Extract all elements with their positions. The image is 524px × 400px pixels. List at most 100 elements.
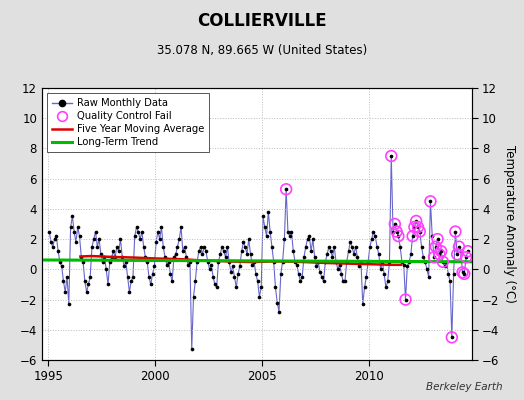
Point — [179, 248, 187, 254]
Point — [416, 228, 424, 235]
Point — [444, 271, 452, 277]
Point — [165, 258, 173, 265]
Point — [93, 244, 102, 250]
Point — [220, 248, 228, 254]
Point — [462, 254, 470, 260]
Point — [263, 233, 271, 239]
Point — [371, 233, 379, 239]
Point — [211, 281, 219, 288]
Point — [435, 251, 443, 258]
Point — [412, 218, 420, 224]
Point — [435, 251, 443, 258]
Point — [387, 153, 396, 159]
Point — [410, 224, 419, 230]
Point — [134, 228, 143, 235]
Point — [68, 213, 77, 220]
Point — [439, 258, 447, 265]
Point — [424, 274, 433, 280]
Point — [447, 334, 456, 340]
Point — [106, 258, 114, 265]
Point — [107, 254, 116, 260]
Point — [394, 233, 402, 239]
Point — [381, 284, 390, 291]
Point — [225, 258, 233, 265]
Point — [173, 244, 182, 250]
Point — [200, 244, 209, 250]
Point — [364, 258, 372, 265]
Point — [154, 228, 162, 235]
Point — [189, 293, 198, 300]
Point — [390, 221, 399, 227]
Point — [380, 271, 388, 277]
Point — [104, 281, 112, 288]
Point — [273, 299, 281, 306]
Point — [426, 198, 434, 204]
Point — [282, 186, 290, 192]
Point — [300, 254, 308, 260]
Point — [168, 278, 177, 285]
Point — [191, 278, 200, 285]
Point — [332, 258, 340, 265]
Point — [283, 228, 292, 235]
Point — [47, 239, 55, 245]
Point — [412, 218, 420, 224]
Y-axis label: Temperature Anomaly (°C): Temperature Anomaly (°C) — [503, 145, 516, 303]
Point — [203, 258, 212, 265]
Point — [432, 244, 440, 250]
Point — [335, 262, 344, 268]
Point — [188, 346, 196, 353]
Point — [268, 244, 276, 250]
Point — [252, 271, 260, 277]
Point — [97, 251, 105, 258]
Point — [129, 274, 137, 280]
Point — [328, 254, 336, 260]
Point — [250, 258, 258, 265]
Point — [303, 236, 312, 242]
Point — [266, 228, 274, 235]
Point — [378, 258, 387, 265]
Point — [451, 228, 460, 235]
Point — [280, 236, 289, 242]
Point — [312, 263, 321, 270]
Point — [56, 258, 64, 265]
Point — [141, 254, 150, 260]
Point — [450, 271, 458, 277]
Point — [460, 271, 468, 277]
Point — [343, 258, 351, 265]
Point — [195, 248, 203, 254]
Point — [198, 251, 206, 258]
Point — [138, 228, 146, 235]
Point — [446, 278, 454, 285]
Point — [162, 262, 171, 268]
Point — [417, 244, 425, 250]
Point — [319, 278, 328, 285]
Point — [278, 258, 287, 265]
Point — [464, 248, 472, 254]
Point — [362, 274, 370, 280]
Point — [118, 254, 126, 260]
Point — [145, 274, 153, 280]
Point — [59, 278, 68, 285]
Point — [309, 236, 317, 242]
Point — [75, 233, 84, 239]
Point — [259, 213, 267, 220]
Point — [385, 258, 394, 265]
Point — [433, 236, 442, 242]
Point — [460, 271, 468, 277]
Point — [337, 271, 345, 277]
Point — [408, 233, 417, 239]
Point — [45, 228, 53, 235]
Point — [243, 251, 251, 258]
Point — [269, 258, 278, 265]
Point — [49, 244, 57, 250]
Point — [143, 258, 151, 265]
Point — [289, 248, 298, 254]
Legend: Raw Monthly Data, Quality Control Fail, Five Year Moving Average, Long-Term Tren: Raw Monthly Data, Quality Control Fail, … — [47, 93, 209, 152]
Point — [352, 244, 360, 250]
Point — [414, 224, 422, 230]
Point — [161, 254, 169, 260]
Point — [447, 334, 456, 340]
Point — [245, 236, 253, 242]
Point — [367, 236, 376, 242]
Point — [213, 284, 221, 291]
